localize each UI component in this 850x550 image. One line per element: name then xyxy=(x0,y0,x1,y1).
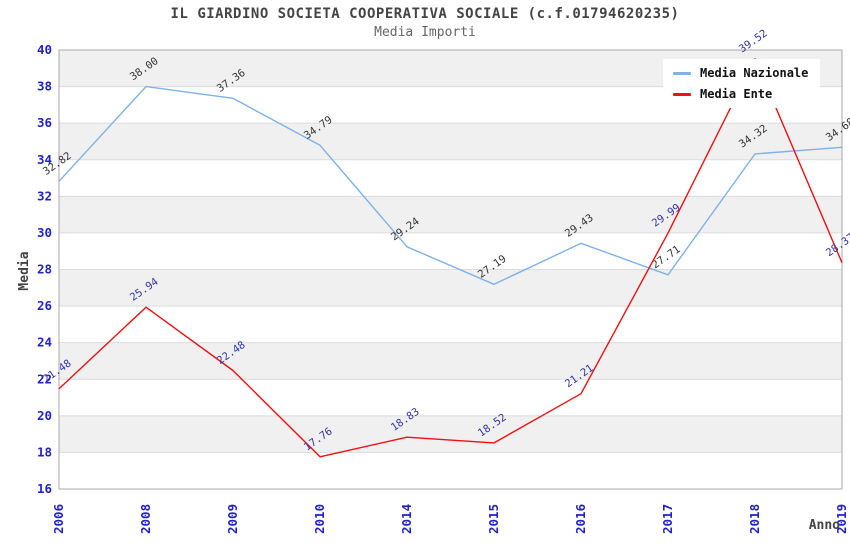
legend-item-media-nazionale: Media Nazionale xyxy=(673,66,808,80)
y-tick-label: 26 xyxy=(37,298,52,313)
x-tick-label: 2006 xyxy=(51,504,66,534)
x-tick-label: 2019 xyxy=(834,504,849,534)
chart-subtitle: Media Importi xyxy=(374,25,476,40)
y-tick-label: 38 xyxy=(37,79,52,94)
x-axis-title: Anno xyxy=(809,518,840,533)
series-line-media-nazionale xyxy=(58,85,843,285)
y-tick-label: 24 xyxy=(37,335,52,350)
x-tick-label: 2018 xyxy=(747,504,762,534)
plot-band xyxy=(59,196,842,233)
series-line-media-ente xyxy=(58,58,843,458)
x-tick-label: 2008 xyxy=(138,504,153,534)
y-tick-label: 16 xyxy=(37,481,52,496)
y-tick-label: 28 xyxy=(37,262,52,277)
chart-title: IL GIARDINO SOCIETA COOPERATIVA SOCIALE … xyxy=(170,6,680,22)
y-tick-label: 20 xyxy=(37,408,52,423)
y-tick-label: 40 xyxy=(37,42,52,57)
x-tick-label: 2014 xyxy=(399,504,414,534)
plot-band xyxy=(59,415,842,453)
y-axis-title: Media xyxy=(17,251,32,290)
legend-item-media-ente: Media Ente xyxy=(673,87,808,101)
y-tick-label: 34 xyxy=(37,152,52,167)
legend-swatch-nazionale-icon xyxy=(673,71,691,75)
y-tick-label: 36 xyxy=(37,115,52,130)
x-tick-label: 2009 xyxy=(225,504,240,534)
plot-band xyxy=(59,342,842,380)
point-label: 28.37 xyxy=(824,231,850,259)
x-tick-label: 2017 xyxy=(660,504,675,534)
plot-border xyxy=(58,49,843,490)
x-tick-label: 2010 xyxy=(312,504,327,534)
x-tick-label: 2016 xyxy=(573,504,588,534)
plot-band xyxy=(59,123,842,160)
plot-band xyxy=(59,269,842,307)
legend-box: Media Nazionale Media Ente xyxy=(663,59,821,108)
legend-label: Media Nazionale xyxy=(700,66,809,80)
legend-label: Media Ente xyxy=(700,87,773,101)
y-tick-label: 32 xyxy=(37,188,52,203)
x-tick-label: 2015 xyxy=(486,504,501,534)
y-tick-label: 22 xyxy=(37,371,52,386)
y-tick-label: 18 xyxy=(37,444,52,459)
legend-swatch-ente-icon xyxy=(673,92,691,96)
y-tick-label: 30 xyxy=(37,225,52,240)
